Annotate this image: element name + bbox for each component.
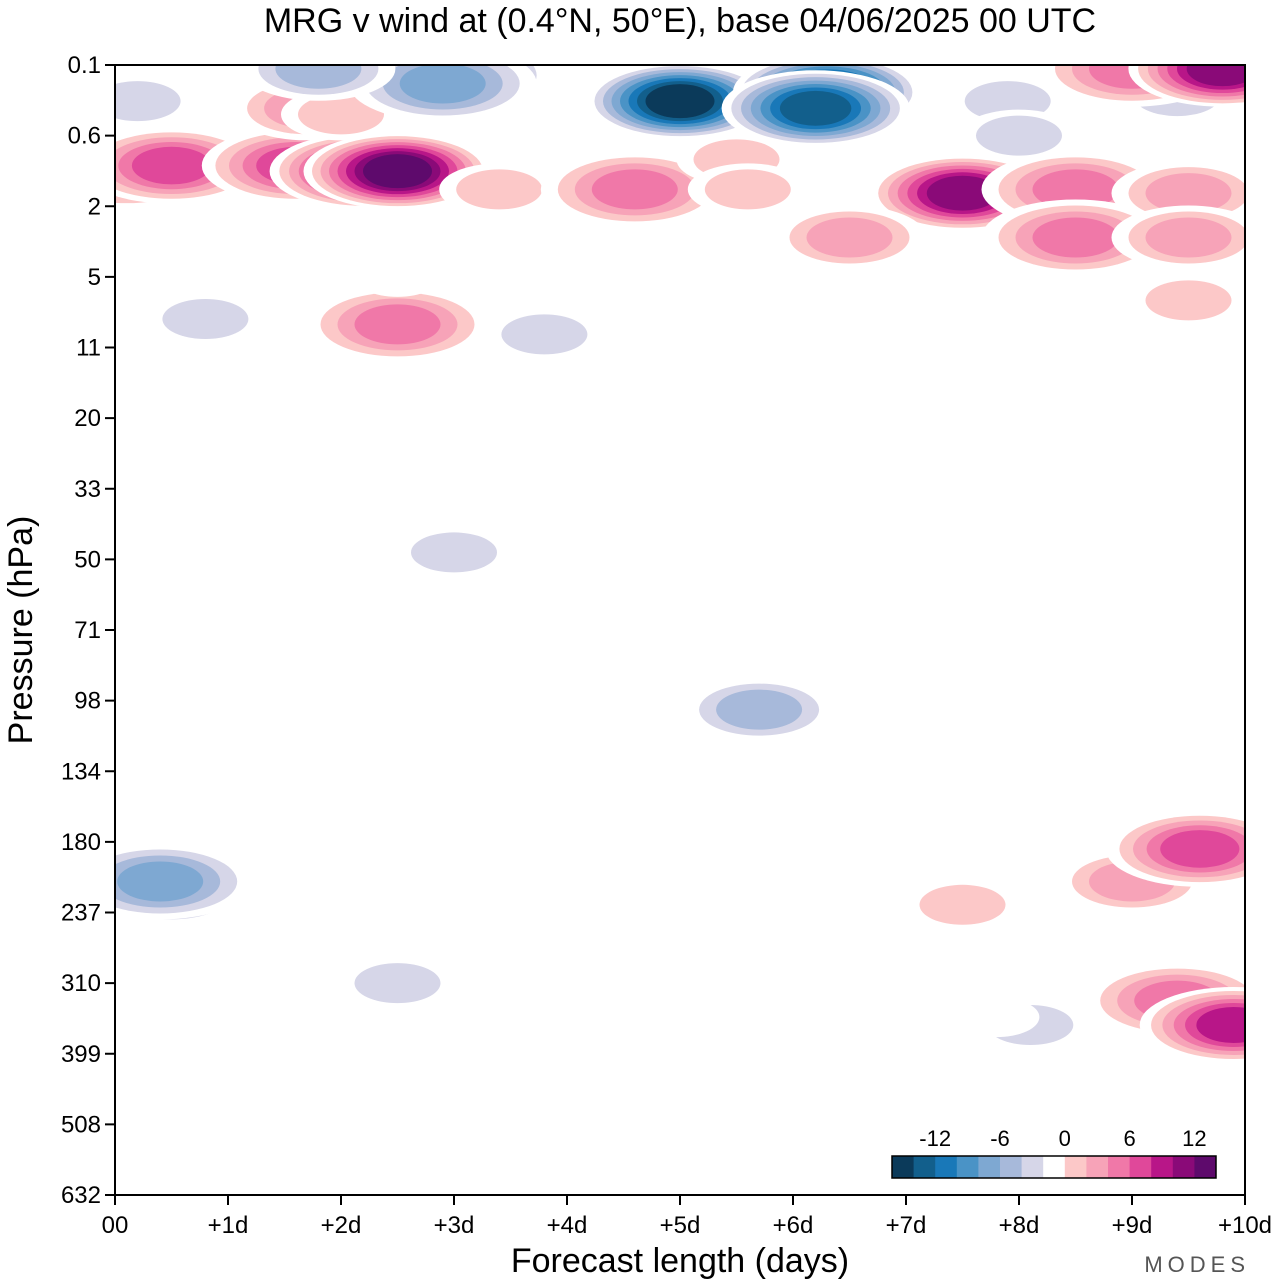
y-tick-label: 33 [74, 476, 101, 503]
y-tick-label: 0.1 [68, 52, 101, 79]
x-tick-label: +1d [208, 1212, 249, 1239]
y-tick-label: 180 [61, 829, 101, 856]
contour-band [1145, 173, 1232, 214]
chart-title: MRG v wind at (0.4°N, 50°E), base 04/06/… [264, 2, 1096, 40]
colorbar-swatch [1172, 1156, 1195, 1178]
y-tick-label: 508 [61, 1111, 101, 1138]
contour-band [117, 861, 204, 902]
colorbar-label: 6 [1123, 1126, 1135, 1151]
contour-band [354, 256, 441, 297]
colorbar-swatch [1021, 1156, 1044, 1178]
y-tick-label: 98 [74, 688, 101, 715]
colorbar-legend: -12 -6 0 6 12 [891, 1126, 1217, 1179]
contour-band [399, 65, 486, 104]
colorbar-swatch [1064, 1156, 1087, 1178]
contour-band [365, 821, 452, 862]
contour-band [501, 314, 588, 355]
y-axis-label: Pressure (hPa) [2, 516, 40, 745]
contour-band [524, 895, 610, 936]
y-tick-label: 134 [61, 758, 101, 785]
contour-band [779, 90, 852, 126]
colorbar-swatch [1194, 1156, 1217, 1178]
colorbar-label: -12 [919, 1126, 951, 1151]
contour-band [919, 884, 1006, 925]
colorbar-label: -6 [990, 1126, 1010, 1151]
contour-band [1186, 65, 1245, 87]
contour-band [128, 706, 215, 747]
colorbar-swatch [1151, 1156, 1174, 1178]
y-tick-label: 71 [74, 617, 101, 644]
contour-band [953, 997, 1040, 1038]
y-tick-label: 20 [74, 405, 101, 432]
colorbar-swatch [1129, 1156, 1152, 1178]
contour-band [926, 175, 999, 211]
x-tick-label: +6d [773, 1212, 814, 1239]
contour-band [704, 169, 791, 210]
colorbar-frame [891, 1155, 1217, 1179]
colorbar-swatch [1043, 1156, 1066, 1178]
contour-band [1160, 830, 1240, 868]
x-tick-label: +4d [547, 1212, 588, 1239]
colorbar-swatch [892, 1156, 915, 1178]
y-tick-label: 0.6 [68, 123, 101, 150]
contour-band [456, 169, 543, 210]
y-tick-label: 632 [61, 1182, 101, 1209]
y-tick-label: 237 [61, 900, 101, 927]
colorbar-swatch [1108, 1156, 1131, 1178]
contour-band [411, 532, 497, 573]
colorbar-swatch [956, 1156, 979, 1178]
y-tick-label: 50 [74, 546, 101, 573]
contour-band [806, 217, 893, 258]
contour-band [524, 501, 610, 542]
x-tick-label: +9d [1112, 1212, 1153, 1239]
y-tick-label: 2 [88, 193, 101, 220]
colorbar-swatch [1086, 1156, 1109, 1178]
contour-band [354, 304, 441, 345]
contour-band [131, 146, 212, 185]
contour-band [693, 808, 780, 849]
colorbar-swatch [978, 1156, 1001, 1178]
contour-band [363, 154, 432, 189]
x-axis: 00 +1d +2d +3d +4d +5d +6d +7d +8d +9d +10d [102, 1195, 1272, 1239]
contour-band [1032, 169, 1119, 210]
y-tick-label: 310 [61, 970, 101, 997]
colorbar-label: 0 [1059, 1126, 1071, 1151]
x-tick-label: +3d [434, 1212, 475, 1239]
contour-band [1032, 217, 1119, 258]
x-tick-label: +10d [1218, 1212, 1272, 1239]
contour-band [354, 622, 441, 663]
y-tick-label: 5 [88, 264, 101, 291]
contour-band [591, 169, 678, 210]
colorbar-swatch [935, 1156, 958, 1178]
x-tick-label: +8d [999, 1212, 1040, 1239]
x-axis-label: Forecast length (days) [511, 1242, 849, 1280]
contour-band [354, 963, 441, 1004]
contour-band [115, 81, 181, 122]
x-tick-label: +2d [321, 1212, 362, 1239]
modes-watermark: MODES [1144, 1252, 1250, 1277]
colorbar-label: 12 [1182, 1126, 1206, 1151]
contour-band [976, 115, 1062, 156]
contour-band [162, 298, 249, 339]
y-tick-label: 399 [61, 1041, 101, 1068]
x-tick-label: +7d [886, 1212, 927, 1239]
contour-band [645, 84, 715, 119]
contour-band [275, 65, 362, 89]
contour-band [716, 689, 803, 730]
y-tick-label: 11 [76, 335, 101, 362]
x-tick-label: +5d [660, 1212, 701, 1239]
colorbar-swatch [913, 1156, 936, 1178]
contour-band [1196, 1006, 1245, 1043]
contour-band [1145, 280, 1232, 321]
x-tick-label: 00 [102, 1212, 129, 1239]
contour-band [467, 385, 554, 426]
contour-band [298, 94, 384, 135]
contour-band [1145, 217, 1232, 258]
contour-band [806, 265, 893, 306]
y-axis: 0.1 0.6 2 5 11 20 33 50 71 98 134 180 237 310 399 508 63… [61, 52, 115, 1209]
contour-fill-layer [115, 65, 1245, 1063]
colorbar-swatch [1000, 1156, 1023, 1178]
